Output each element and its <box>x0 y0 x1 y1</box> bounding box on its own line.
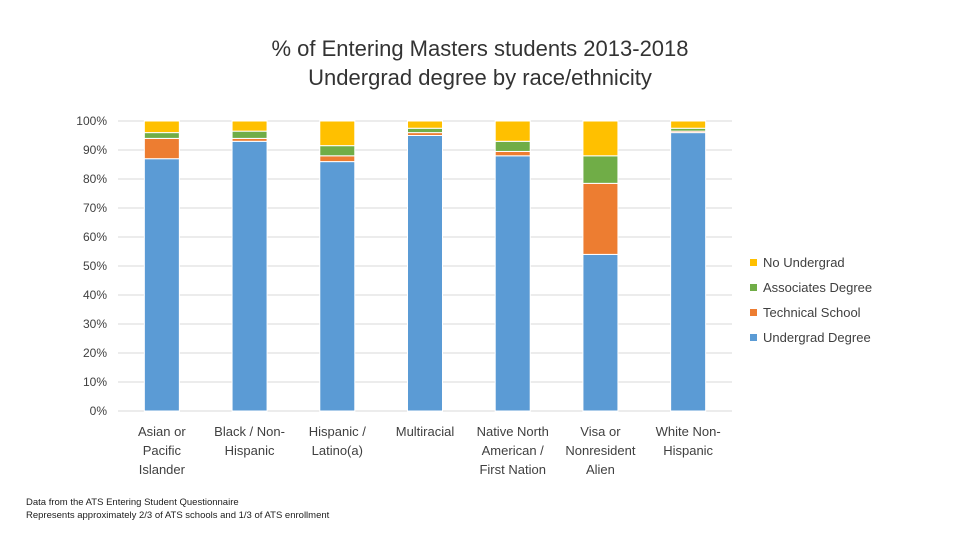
y-tick-label: 50% <box>83 259 107 273</box>
legend-label-undergrad-degree: Undergrad Degree <box>763 330 871 345</box>
bar-segment-no-undergrad <box>582 120 619 157</box>
x-tick-label: Native North <box>477 424 549 439</box>
source-footnote: Data from the ATS Entering Student Quest… <box>26 496 329 522</box>
bar-segment-technical-school <box>319 155 356 163</box>
bar-segment-no-undergrad <box>143 120 180 134</box>
x-tick-label: Hispanic <box>225 443 275 458</box>
y-tick-label: 90% <box>83 143 107 157</box>
bar-segment-undergrad-degree <box>231 140 268 412</box>
legend-item-undergrad-degree: Undergrad Degree <box>750 325 872 350</box>
legend-label-technical-school: Technical School <box>763 305 861 320</box>
bar-segment-associates-degree <box>231 130 268 139</box>
y-tick-label: 80% <box>83 172 107 186</box>
bar-segment-associates-degree <box>582 155 619 184</box>
bar-segment-technical-school <box>143 137 180 160</box>
legend-item-no-undergrad: No Undergrad <box>750 250 872 275</box>
x-tick-label: White Non- <box>656 424 721 439</box>
legend-swatch-undergrad-degree <box>750 334 757 341</box>
legend-label-associates-degree: Associates Degree <box>763 280 873 295</box>
y-tick-label: 30% <box>83 317 107 331</box>
y-tick-label: 40% <box>83 288 107 302</box>
footnote-line-2: Represents approximately 2/3 of ATS scho… <box>26 510 330 521</box>
legend-item-technical-school: Technical School <box>750 300 872 325</box>
x-tick-label: Nonresident <box>565 443 635 458</box>
y-tick-label: 20% <box>83 346 107 360</box>
x-tick-label: Asian or <box>138 424 186 439</box>
bar-segment-associates-degree <box>319 145 356 157</box>
bar-segment-associates-degree <box>494 140 531 152</box>
y-tick-label: 100% <box>76 114 107 128</box>
y-tick-label: 70% <box>83 201 107 215</box>
x-tick-label: Black / Non- <box>214 424 285 439</box>
bar-segment-no-undergrad <box>670 120 707 129</box>
bar-segment-no-undergrad <box>231 120 268 132</box>
legend-item-associates-degree: Associates Degree <box>750 275 872 300</box>
y-tick-label: 0% <box>90 404 108 418</box>
x-tick-label: Latino(a) <box>312 443 363 458</box>
bar-segment-technical-school <box>582 182 619 255</box>
bar-segment-associates-degree <box>407 127 443 134</box>
chart-legend: No Undergrad Associates Degree Technical… <box>750 250 872 350</box>
bar-segment-no-undergrad <box>319 120 356 147</box>
legend-swatch-technical-school <box>750 309 757 316</box>
bar-segment-undergrad-degree <box>582 253 619 412</box>
x-tick-label: First Nation <box>479 462 545 477</box>
bar-segment-undergrad-degree <box>143 158 180 412</box>
bar-segment-undergrad-degree <box>407 135 443 412</box>
x-tick-label: Hispanic <box>663 443 713 458</box>
legend-swatch-associates-degree <box>750 284 757 291</box>
legend-label-no-undergrad: No Undergrad <box>763 255 845 270</box>
bar-segment-no-undergrad <box>407 120 443 129</box>
y-tick-label: 10% <box>83 375 107 389</box>
bar-segment-undergrad-degree <box>319 161 356 412</box>
x-tick-label: Visa or <box>580 424 621 439</box>
bar-segment-undergrad-degree <box>494 155 531 412</box>
y-tick-label: 60% <box>83 230 107 244</box>
bar-segment-associates-degree <box>143 132 180 139</box>
x-tick-label: Islander <box>139 462 186 477</box>
x-tick-label: Multiracial <box>396 424 455 439</box>
legend-swatch-no-undergrad <box>750 259 757 266</box>
x-tick-label: Hispanic / <box>309 424 366 439</box>
footnote-line-1: Data from the ATS Entering Student Quest… <box>26 497 239 508</box>
x-tick-label: Alien <box>586 462 615 477</box>
chart-title: % of Entering Masters students 2013-2018… <box>180 34 780 92</box>
bar-segment-technical-school <box>494 150 531 157</box>
x-tick-label: Pacific <box>143 443 182 458</box>
bar-segment-no-undergrad <box>494 120 531 142</box>
chart-title-line-2: Undergrad degree by race/ethnicity <box>308 65 652 90</box>
bar-segment-undergrad-degree <box>670 132 707 412</box>
x-tick-label: American / <box>482 443 545 458</box>
chart-title-line-1: % of Entering Masters students 2013-2018 <box>271 36 689 61</box>
